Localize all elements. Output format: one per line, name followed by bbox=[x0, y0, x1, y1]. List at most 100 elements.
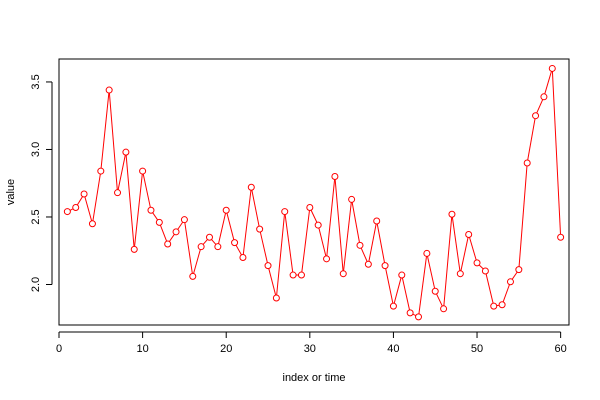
series-line-segment bbox=[92, 173, 101, 221]
series-line-segment bbox=[518, 165, 528, 267]
data-point bbox=[406, 309, 414, 317]
series-line-segment bbox=[108, 93, 118, 190]
x-tick-label: 40 bbox=[387, 343, 399, 355]
data-point bbox=[239, 253, 247, 261]
data-point bbox=[431, 287, 439, 295]
data-point bbox=[523, 159, 531, 167]
data-point bbox=[97, 167, 105, 175]
data-point bbox=[130, 245, 138, 253]
series-line-segment bbox=[142, 173, 151, 208]
series-line-segment bbox=[226, 213, 235, 240]
data-point bbox=[423, 249, 431, 257]
series-line-segment bbox=[69, 208, 74, 211]
data-point bbox=[448, 210, 456, 218]
data-point bbox=[114, 189, 122, 197]
series-line-segment bbox=[318, 227, 327, 257]
data-point bbox=[490, 302, 498, 310]
data-point bbox=[373, 217, 381, 225]
series-line-segment bbox=[251, 190, 260, 227]
data-point bbox=[122, 148, 130, 156]
data-point bbox=[314, 221, 322, 229]
data-point bbox=[105, 86, 113, 94]
data-point bbox=[515, 266, 523, 274]
data-point bbox=[189, 272, 197, 280]
data-point bbox=[389, 302, 397, 310]
series-line-segment bbox=[511, 271, 518, 280]
data-point bbox=[72, 204, 80, 212]
series-line-segment bbox=[193, 249, 201, 274]
series-line-segment bbox=[351, 202, 360, 243]
x-tick-label: 50 bbox=[471, 343, 483, 355]
data-point bbox=[247, 183, 255, 191]
data-point bbox=[398, 271, 406, 279]
x-tick-label: 60 bbox=[555, 343, 567, 355]
series-line-segment bbox=[544, 71, 552, 95]
data-point bbox=[498, 301, 506, 309]
data-point bbox=[473, 259, 481, 267]
series-line-segment bbox=[385, 268, 394, 304]
data-point bbox=[415, 313, 423, 321]
data-point bbox=[364, 260, 372, 268]
data-point bbox=[356, 241, 364, 249]
data-point bbox=[532, 112, 540, 120]
series-line-segment bbox=[460, 237, 469, 271]
series-line-segment bbox=[451, 217, 461, 271]
data-point bbox=[180, 216, 188, 224]
data-point bbox=[214, 243, 222, 251]
series-line-segment bbox=[168, 234, 175, 242]
series-line-segment bbox=[202, 239, 208, 245]
data-point bbox=[306, 204, 314, 212]
data-point bbox=[164, 240, 172, 248]
series-line-segment bbox=[117, 155, 126, 190]
y-axis: 2.0 2.5 3.0 3.5 bbox=[30, 74, 53, 292]
data-point bbox=[222, 206, 230, 214]
data-point bbox=[548, 64, 556, 72]
series-line-segment bbox=[360, 247, 368, 262]
series-line-segment bbox=[235, 245, 242, 256]
y-tick-label: 2.5 bbox=[30, 209, 42, 224]
series-line-segment bbox=[478, 264, 484, 270]
data-point bbox=[139, 167, 147, 175]
data-point bbox=[323, 255, 331, 263]
x-axis-label: index or time bbox=[283, 372, 346, 384]
series-line-segment bbox=[76, 196, 83, 206]
data-point bbox=[481, 267, 489, 275]
data-point bbox=[440, 305, 448, 313]
data-point bbox=[281, 208, 289, 216]
data-point bbox=[506, 278, 514, 286]
series-line-segment bbox=[427, 256, 436, 289]
series-line-segment bbox=[211, 239, 217, 245]
data-point bbox=[88, 220, 96, 228]
series-line-segment bbox=[184, 222, 193, 274]
series-line-segment bbox=[100, 92, 110, 169]
x-axis: 0 10 20 30 40 50 60 bbox=[56, 331, 567, 355]
series-line-segment bbox=[310, 210, 318, 223]
data-point bbox=[205, 233, 213, 241]
series-line-segment bbox=[84, 196, 93, 221]
series-line-segment bbox=[443, 217, 453, 306]
series-line-segment bbox=[436, 293, 443, 307]
data-point bbox=[272, 294, 280, 302]
data-point bbox=[63, 208, 71, 216]
series-line-segment bbox=[343, 202, 352, 271]
plot-frame bbox=[58, 58, 570, 326]
series-line-segment bbox=[159, 224, 168, 242]
series-line-segment bbox=[536, 99, 544, 114]
data-point bbox=[557, 233, 565, 241]
data-point bbox=[80, 190, 88, 198]
series-line-segment bbox=[376, 223, 386, 263]
series-line-segment bbox=[368, 223, 377, 262]
data-point bbox=[540, 93, 548, 101]
data-point bbox=[339, 270, 347, 278]
series-line-segment bbox=[259, 231, 268, 263]
series-line-segment bbox=[469, 237, 477, 261]
y-tick-label: 3.0 bbox=[30, 142, 42, 157]
series-line-segment bbox=[418, 256, 427, 314]
series-line-segment bbox=[268, 268, 277, 296]
series-line-segment bbox=[527, 118, 536, 161]
data-point bbox=[197, 243, 205, 251]
series-line-segment bbox=[242, 190, 252, 255]
data-point bbox=[256, 225, 264, 233]
series-line-segment bbox=[284, 214, 294, 273]
data-point bbox=[456, 270, 464, 278]
